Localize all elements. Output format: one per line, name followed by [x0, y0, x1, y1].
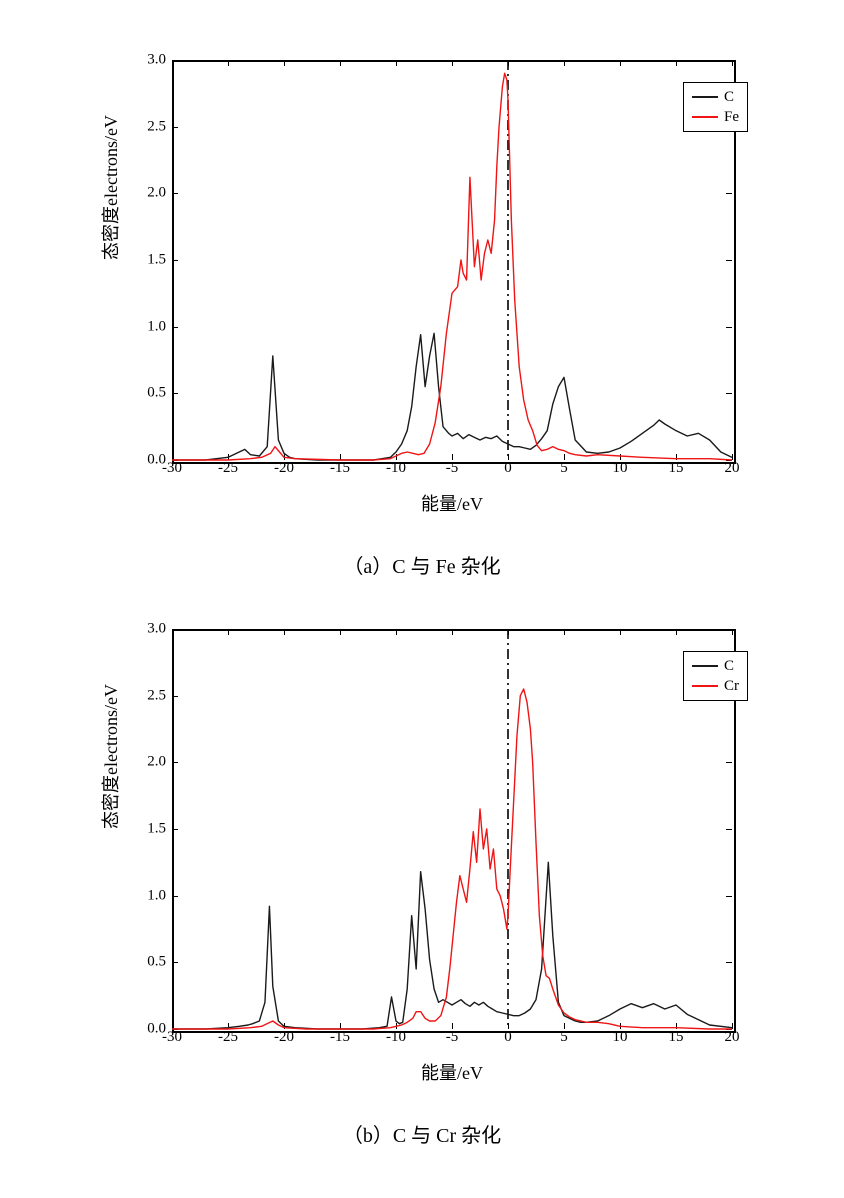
series-line-cr	[172, 689, 732, 1029]
legend-entry-fe: Fe	[692, 107, 739, 127]
x-tick-label: -5	[446, 460, 459, 477]
x-tick-mark-top	[732, 60, 733, 66]
y-tick-label: 1.5	[132, 252, 166, 269]
y-tick-label: 0.0	[132, 452, 166, 469]
x-tick-label: -15	[330, 460, 350, 477]
legend-entry-c: C	[692, 656, 739, 676]
y-tick-label: 2.0	[132, 185, 166, 202]
x-tick-label: -25	[218, 1029, 238, 1046]
legend-entry-cr: Cr	[692, 676, 739, 696]
x-tick-label: -10	[386, 1029, 406, 1046]
x-tick-label: 20	[725, 460, 740, 477]
y-tick-label: 1.0	[132, 318, 166, 335]
plot-svg	[172, 629, 732, 1029]
y-tick-label: 1.5	[132, 821, 166, 838]
x-tick-label: 5	[560, 460, 568, 477]
x-tick-label: 0	[504, 460, 512, 477]
y-tick-label: 3.0	[132, 621, 166, 638]
legend-label: Cr	[724, 678, 739, 695]
x-tick-label: -10	[386, 460, 406, 477]
y-axis-label: 态密度electrons/eV	[97, 684, 123, 829]
legend-label: Fe	[724, 109, 739, 126]
chart-panel-b: 态密度electrons/eV能量/eV-30-25-20-15-10-5051…	[72, 609, 772, 1109]
series-line-fe	[172, 73, 732, 460]
chart-panel-a: 态密度electrons/eV能量/eV-30-25-20-15-10-5051…	[72, 40, 772, 540]
legend-swatch	[692, 96, 718, 98]
x-tick-label: 15	[669, 460, 684, 477]
x-tick-label: -20	[274, 1029, 294, 1046]
legend-entry-c: C	[692, 87, 739, 107]
y-axis-label: 态密度electrons/eV	[97, 115, 123, 260]
x-tick-label: 10	[613, 460, 628, 477]
y-tick-label: 0.5	[132, 385, 166, 402]
x-tick-label: -25	[218, 460, 238, 477]
legend: C Cr	[683, 651, 748, 701]
panel-caption-b: （b）C 与 Cr 杂化	[22, 1119, 822, 1148]
legend-swatch	[692, 665, 718, 667]
legend-swatch	[692, 685, 718, 687]
y-tick-label: 2.5	[132, 687, 166, 704]
y-tick-label: 2.5	[132, 118, 166, 135]
legend-label: C	[724, 658, 734, 675]
legend: C Fe	[683, 82, 748, 132]
y-tick-label: 2.0	[132, 754, 166, 771]
y-tick-label: 3.0	[132, 52, 166, 69]
plot-svg	[172, 60, 732, 460]
legend-label: C	[724, 89, 734, 106]
series-line-c	[172, 333, 732, 460]
x-axis-label: 能量/eV	[172, 490, 732, 516]
x-tick-label: 0	[504, 1029, 512, 1046]
x-tick-label: 15	[669, 1029, 684, 1046]
x-tick-label: 20	[725, 1029, 740, 1046]
x-tick-mark-top	[732, 629, 733, 635]
x-tick-label: -15	[330, 1029, 350, 1046]
legend-swatch	[692, 116, 718, 118]
y-tick-label: 1.0	[132, 887, 166, 904]
x-tick-label: 10	[613, 1029, 628, 1046]
y-tick-label: 0.5	[132, 954, 166, 971]
x-tick-label: -20	[274, 460, 294, 477]
x-tick-label: -5	[446, 1029, 459, 1046]
panel-caption-a: （a）C 与 Fe 杂化	[22, 550, 822, 579]
x-tick-label: 5	[560, 1029, 568, 1046]
y-tick-label: 0.0	[132, 1021, 166, 1038]
x-axis-label: 能量/eV	[172, 1059, 732, 1085]
